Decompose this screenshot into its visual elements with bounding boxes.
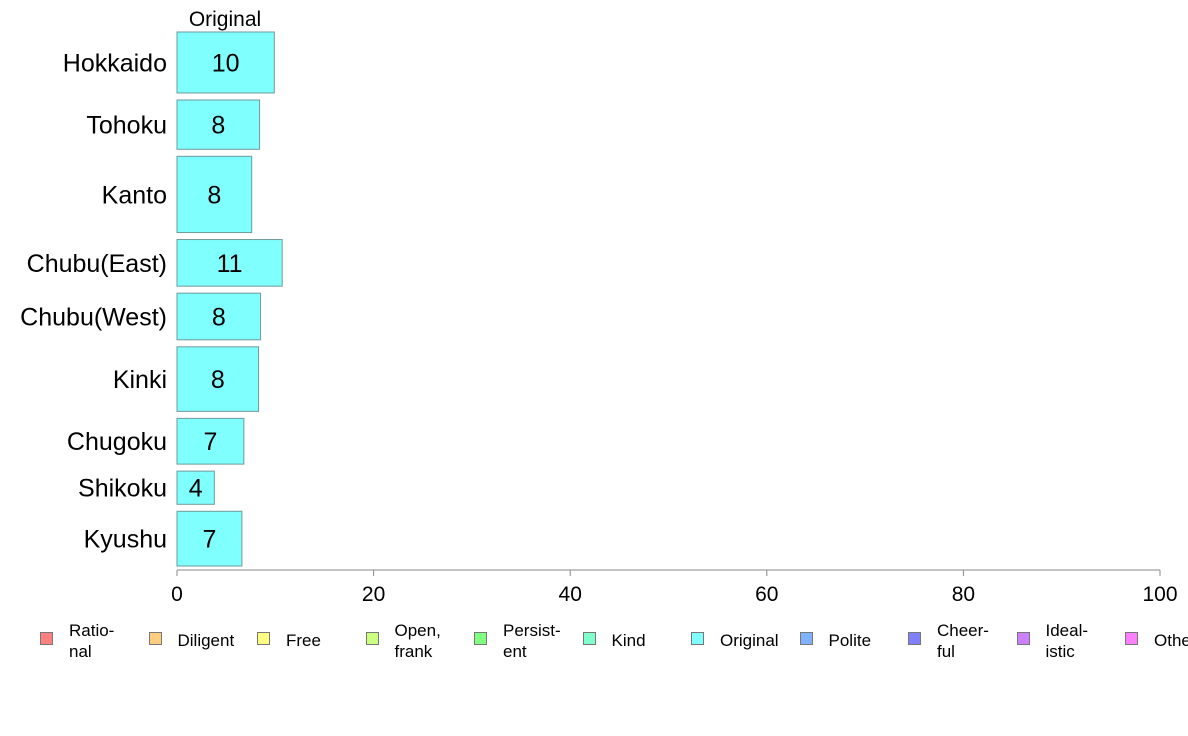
legend-item: Polite: [799, 618, 909, 664]
bar-value-label: 7: [202, 526, 216, 554]
legend-swatch: [474, 632, 487, 645]
bar: [176, 510, 243, 567]
legend-swatch: [908, 632, 921, 645]
category-label: Kinki: [113, 366, 167, 394]
legend-swatch: [148, 632, 162, 645]
x-tick-label: 40: [559, 583, 582, 606]
legend-label: Ideal- istic: [1045, 621, 1089, 661]
bar-value-label: 10: [212, 49, 240, 77]
x-tick-label: 80: [952, 583, 975, 606]
legend-item: Ratio- nal: [40, 618, 149, 664]
x-tick-label: 100: [1142, 583, 1177, 606]
bar: [176, 155, 253, 234]
category-label: Hokkaido: [63, 49, 167, 77]
category-label: Chubu(West): [20, 303, 167, 331]
bar-chart: Original 10 Hokkaido 8 Tohoku 8 Kanto 11 Chubu(E…: [20, 8, 1177, 606]
legend: Ratio- nal Diligent Free Open, frank Persist…: [0, 618, 1188, 668]
bar: [176, 31, 275, 94]
legend-item: Ideal- istic: [1016, 618, 1126, 664]
legend-item: Other: [1125, 618, 1188, 664]
bar: [176, 470, 215, 505]
bar: [176, 292, 262, 341]
legend-label: Kind: [611, 631, 646, 650]
legend-item: Kind: [582, 618, 692, 664]
bar: [176, 346, 260, 412]
legend-swatch: [1016, 632, 1030, 645]
legend-label: Open, frank: [394, 621, 441, 661]
legend-swatch: [365, 632, 379, 645]
category-label: Tohoku: [86, 112, 167, 140]
column-header: Original: [189, 8, 261, 31]
bar: [176, 239, 283, 287]
bar-value-label: 8: [212, 303, 226, 331]
legend-swatch: [799, 632, 813, 645]
bar-value-label: 8: [211, 112, 225, 140]
bar-value-label: 8: [211, 366, 225, 394]
bar-value-label: 7: [203, 428, 217, 456]
bar-value-label: 8: [207, 181, 221, 209]
legend-item: Open, frank: [365, 618, 475, 664]
x-tick-label: 60: [755, 583, 778, 606]
legend-item: Persist- ent: [474, 618, 583, 664]
legend-swatch: [691, 632, 704, 645]
legend-label: Cheer- ful: [937, 621, 989, 661]
legend-item: Diligent: [148, 618, 258, 664]
legend-label: Ratio- nal: [69, 621, 115, 661]
category-label: Chugoku: [67, 428, 167, 456]
legend-label: Polite: [828, 631, 872, 650]
legend-label: Free: [286, 631, 321, 650]
legend-item: Free: [257, 618, 366, 664]
category-label: Kanto: [102, 181, 167, 209]
legend-swatch: [582, 632, 596, 645]
legend-label: Persist- ent: [503, 621, 561, 661]
legend-label: Other: [1154, 631, 1188, 650]
legend-item: Cheer- ful: [908, 618, 1017, 664]
category-label: Shikoku: [78, 475, 167, 503]
legend-swatch: [40, 632, 53, 645]
bar-value-label: 4: [189, 475, 203, 503]
legend-label: Original: [720, 631, 779, 650]
legend-swatch: [1125, 632, 1138, 645]
x-tick-label: 0: [171, 583, 183, 606]
legend-item: Original: [691, 618, 800, 664]
bar: [176, 99, 261, 150]
bar: [176, 417, 245, 465]
legend-label: Diligent: [177, 631, 235, 650]
category-label: Kyushu: [84, 526, 167, 554]
category-label: Chubu(East): [27, 250, 167, 278]
x-tick-label: 20: [362, 583, 385, 606]
legend-swatch: [257, 632, 270, 645]
bar-value-label: 11: [217, 250, 243, 278]
